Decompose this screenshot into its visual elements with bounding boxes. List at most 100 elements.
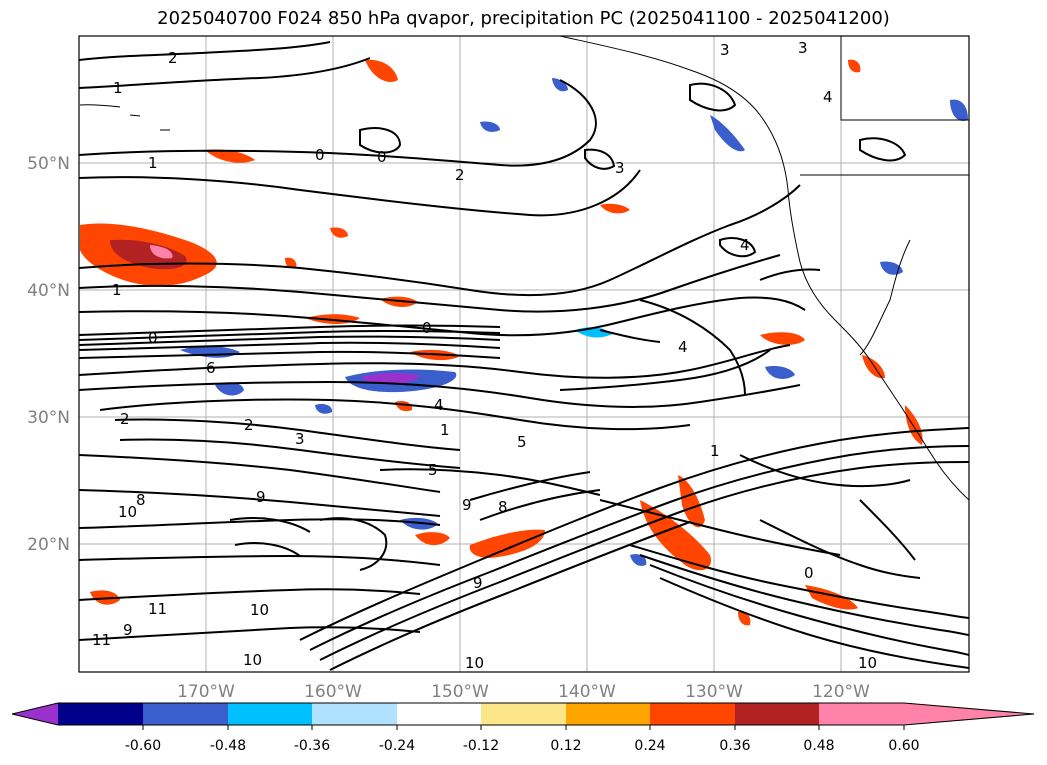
- precip-area: [640, 500, 711, 571]
- precip-area: [400, 517, 438, 530]
- contour-label: 8: [498, 498, 508, 516]
- contour-label: 9: [462, 496, 472, 514]
- colorbar-label: 0.12: [550, 738, 581, 754]
- contour-label: 11: [92, 631, 111, 649]
- contour-label: 3: [295, 430, 305, 448]
- contour-label: 10: [465, 654, 484, 672]
- precip-area: [950, 99, 968, 121]
- contour-label: 1: [113, 79, 123, 97]
- contour-label: 2: [120, 410, 130, 428]
- contour-label: 11: [148, 600, 167, 618]
- lon-tick-label: 170°W: [177, 682, 235, 702]
- precip-area: [552, 78, 568, 92]
- precip-area: [365, 59, 398, 82]
- colorbar: -0.60 -0.48 -0.36 -0.24 -0.12 0.12 0.24 …: [11, 702, 1035, 754]
- colorbar-label: -0.12: [463, 738, 499, 754]
- colorbar-segment: [58, 703, 143, 725]
- precip-area: [600, 203, 630, 214]
- contour-label: 0: [315, 146, 325, 164]
- precip-area: [765, 365, 795, 379]
- lat-tick-label: 50°N: [27, 154, 70, 174]
- precip-area: [415, 532, 450, 546]
- colorbar-segment: [819, 703, 904, 725]
- lon-tick-label: 150°W: [431, 682, 489, 702]
- lat-tick-labels: 50°N 40°N 30°N 20°N: [27, 154, 70, 555]
- contour-label: 4: [740, 236, 750, 254]
- precip-area: [480, 121, 500, 132]
- colorbar-extend-high: [904, 703, 1034, 725]
- lon-tick-labels: 170°W 160°W 150°W 140°W 130°W 120°W: [177, 682, 870, 702]
- map-panel: 2 1 1 0 0 2 3 4 1 0 0 6 2 2 3 4 1 5 5 4: [78, 35, 970, 673]
- contour-label: 10: [858, 654, 877, 672]
- contour-label: 2: [168, 49, 178, 67]
- contour-label: 9: [256, 488, 266, 506]
- contour-label: 10: [118, 503, 137, 521]
- colorbar-label: -0.24: [379, 738, 415, 754]
- contour-label: 1: [148, 154, 158, 172]
- colorbar-segment: [650, 703, 735, 725]
- precip-area: [285, 257, 297, 269]
- colorbar-segment: [312, 703, 397, 725]
- contour-label: 5: [428, 461, 438, 479]
- precip-area: [330, 227, 348, 238]
- contour-label: 10: [250, 601, 269, 619]
- precip-area: [110, 239, 187, 270]
- precip-area: [205, 149, 255, 163]
- colorbar-label: -0.48: [210, 738, 246, 754]
- contour-label: 0: [377, 148, 387, 166]
- precip-area: [862, 355, 885, 379]
- map-title: 2025040700 F024 850 hPa qvapor, precipit…: [157, 8, 890, 29]
- contour-label: 0: [148, 329, 158, 347]
- precip-area: [738, 611, 751, 626]
- contour-label: 4: [678, 338, 688, 356]
- contour-label: 1: [710, 442, 720, 460]
- gridlines: [79, 36, 969, 672]
- lon-tick-label: 120°W: [812, 682, 870, 702]
- colorbar-label: 0.60: [888, 738, 919, 754]
- contour-label: 5: [517, 433, 527, 451]
- colorbar-segment: [566, 703, 650, 725]
- colorbar-segment: [228, 703, 312, 725]
- precip-area: [805, 585, 858, 610]
- contour-label: 4: [434, 396, 444, 414]
- contour-label: 4: [823, 88, 833, 106]
- colorbar-extend-low: [12, 703, 58, 725]
- precip-area: [469, 529, 545, 558]
- precip-area: [630, 554, 647, 566]
- lat-tick-label: 40°N: [27, 281, 70, 301]
- lon-tick-label: 130°W: [685, 682, 743, 702]
- contour-label: 3: [798, 39, 808, 57]
- colorbar-label: -0.36: [294, 738, 330, 754]
- precip-area: [360, 372, 420, 385]
- contour-label: 9: [123, 621, 133, 639]
- contour-label: 1: [440, 421, 450, 439]
- precip-area: [848, 59, 861, 73]
- precip-area: [678, 475, 705, 528]
- precip-area: [150, 245, 173, 259]
- contour-label: 10: [243, 651, 262, 669]
- colorbar-segment: [735, 703, 819, 725]
- contour-label: 8: [136, 491, 146, 509]
- contour-label: 0: [804, 564, 814, 582]
- colorbar-label: 0.48: [803, 738, 834, 754]
- contour-label: 0: [422, 319, 432, 337]
- colorbar-label: -0.60: [125, 738, 161, 754]
- contour-label: 9: [473, 574, 483, 592]
- colorbar-segment: [481, 703, 566, 725]
- contour-label: 3: [615, 159, 625, 177]
- coastlines: [79, 36, 969, 501]
- colorbar-segment: [397, 703, 481, 725]
- colorbar-segment: [143, 703, 228, 725]
- colorbar-label: 0.36: [719, 738, 750, 754]
- precip-area: [905, 405, 923, 445]
- lon-tick-label: 140°W: [558, 682, 616, 702]
- colorbar-label: 0.24: [634, 738, 665, 754]
- lon-tick-label: 160°W: [304, 682, 362, 702]
- lat-tick-label: 20°N: [27, 535, 70, 555]
- contour-label: 6: [206, 359, 216, 377]
- contour-label: 3: [720, 41, 730, 59]
- contour-label: 2: [455, 166, 465, 184]
- contour-labels: 2 1 1 0 0 2 3 4 1 0 0 6 2 2 3 4 1 5 5 4: [92, 39, 877, 672]
- contour-label: 2: [244, 416, 254, 434]
